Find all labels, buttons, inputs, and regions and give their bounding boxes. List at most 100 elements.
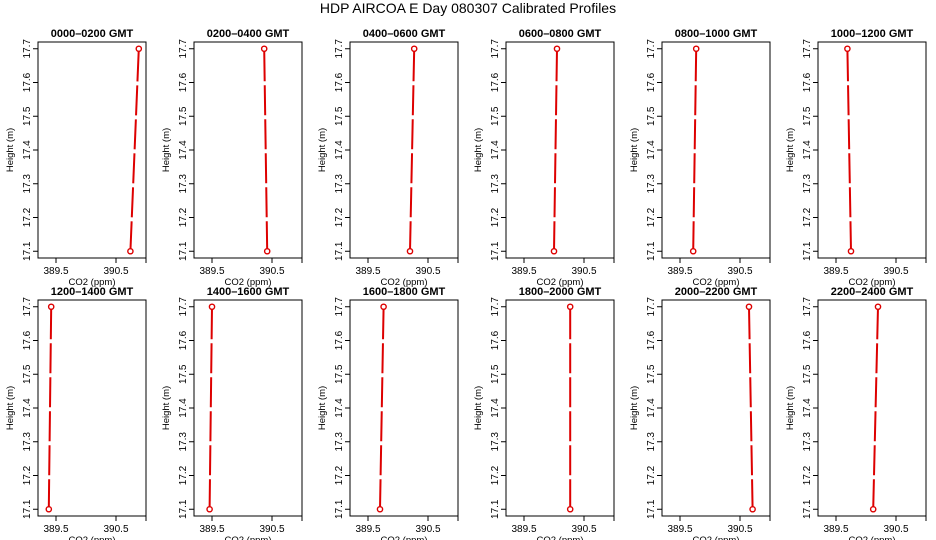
profile-line <box>129 48 140 252</box>
y-tick-label: 17.6 <box>22 330 33 350</box>
chart-panel: 2200–2400 GMT 17.1 17.2 17.3 17.4 17.5 17.6 17.… <box>785 286 927 540</box>
profile-point <box>553 45 561 53</box>
y-tick-label: 17.2 <box>490 207 501 227</box>
y-tick-label: 17.1 <box>178 499 189 519</box>
y-tick-label: 17.3 <box>490 432 501 452</box>
x-tick-label: 390.5 <box>883 266 908 277</box>
x-tick-label: 389.5 <box>823 266 848 277</box>
x-tick-label: 389.5 <box>667 524 692 535</box>
profile-point <box>206 505 213 513</box>
y-tick-label: 17.5 <box>802 364 813 384</box>
x-axis-label: CO2 (ppm) <box>381 535 428 540</box>
panel-title: 0600–0800 GMT <box>519 28 602 40</box>
panel-title: 1600–1800 GMT <box>363 286 446 298</box>
y-tick-label: 17.2 <box>334 465 345 485</box>
y-axis-label: Height (m) <box>629 386 640 430</box>
x-axis-label: CO2 (ppm) <box>537 277 584 288</box>
y-tick-label: 17.4 <box>802 140 813 160</box>
figure-title: HDP AIRCOA E Day 080307 Calibrated Profi… <box>320 0 616 16</box>
profile-point <box>208 303 216 311</box>
profile-point <box>376 505 384 513</box>
y-tick-label: 17.4 <box>646 140 657 160</box>
y-tick-label: 17.4 <box>334 140 345 160</box>
y-tick-label: 17.2 <box>490 465 501 485</box>
y-tick-label: 17.1 <box>802 241 813 261</box>
y-tick-label: 17.1 <box>22 499 33 519</box>
x-tick-label: 389.5 <box>355 266 380 277</box>
profile-line <box>553 48 558 252</box>
profile-line <box>409 48 416 252</box>
y-tick-label: 17.4 <box>178 398 189 418</box>
x-tick-label: 390.5 <box>415 524 440 535</box>
x-axis-label: CO2 (ppm) <box>849 535 896 540</box>
profile-point <box>127 247 134 255</box>
y-tick-label: 17.2 <box>22 465 33 485</box>
profile-point <box>410 45 418 53</box>
plot-frame <box>817 299 927 517</box>
y-tick-label: 17.2 <box>646 465 657 485</box>
panel-title: 2000–2200 GMT <box>675 286 758 298</box>
plot-frame <box>349 41 459 259</box>
y-tick-label: 17.6 <box>802 330 813 350</box>
y-tick-label: 17.5 <box>490 364 501 384</box>
profile-point <box>869 505 877 513</box>
chart-panel: 1400–1600 GMT 17.1 17.2 17.3 17.4 17.5 17.6 17.… <box>161 286 303 540</box>
x-axis-label: CO2 (ppm) <box>693 535 740 540</box>
y-tick-label: 17.2 <box>178 207 189 227</box>
chart-panel: 1600–1800 GMT 17.1 17.2 17.3 17.4 17.5 17.6 17.… <box>317 286 459 540</box>
panel-title: 1200–1400 GMT <box>51 286 134 298</box>
chart-panel: 0000–0200 GMT 17.1 17.2 17.3 17.4 17.5 17.6 17.… <box>5 28 147 288</box>
chart-panel: 0400–0600 GMT 17.1 17.2 17.3 17.4 17.5 17.6 17.… <box>317 28 459 288</box>
panel-title: 1400–1600 GMT <box>207 286 290 298</box>
x-axis-label: CO2 (ppm) <box>381 277 428 288</box>
plot-frame <box>817 41 927 259</box>
y-tick-label: 17.7 <box>490 39 501 59</box>
x-tick-label: 390.5 <box>415 266 440 277</box>
plot-frame <box>505 41 615 259</box>
y-tick-label: 17.1 <box>646 499 657 519</box>
x-tick-label: 389.5 <box>43 524 68 535</box>
profile-line <box>846 48 852 252</box>
profile-point <box>689 247 697 255</box>
x-tick-label: 390.5 <box>103 524 128 535</box>
x-axis-label: CO2 (ppm) <box>693 277 740 288</box>
y-tick-label: 17.5 <box>334 106 345 126</box>
plot-frame <box>505 299 615 517</box>
profile-point <box>847 247 855 255</box>
y-tick-label: 17.5 <box>178 106 189 126</box>
x-tick-label: 390.5 <box>727 524 752 535</box>
profile-point <box>380 303 387 311</box>
profile-point <box>844 45 851 53</box>
y-tick-label: 17.6 <box>334 72 345 92</box>
y-tick-label: 17.7 <box>334 39 345 59</box>
chart-panel: 2000–2200 GMT 17.1 17.2 17.3 17.4 17.5 17.6 17.… <box>629 286 771 540</box>
x-tick-label: 390.5 <box>571 266 596 277</box>
chart-panel: 1000–1200 GMT 17.1 17.2 17.3 17.4 17.5 17.6 17.… <box>785 28 927 288</box>
y-tick-label: 17.2 <box>646 207 657 227</box>
y-tick-label: 17.2 <box>802 465 813 485</box>
y-axis-label: Height (m) <box>317 128 328 172</box>
y-tick-label: 17.3 <box>646 174 657 194</box>
x-tick-label: 389.5 <box>823 524 848 535</box>
x-tick-label: 389.5 <box>511 524 536 535</box>
panel-title: 0400–0600 GMT <box>363 28 446 40</box>
x-tick-label: 390.5 <box>571 524 596 535</box>
y-axis-label: Height (m) <box>317 386 328 430</box>
y-tick-label: 17.5 <box>22 364 33 384</box>
x-tick-label: 390.5 <box>103 266 128 277</box>
y-axis-label: Height (m) <box>5 128 16 172</box>
panel-title: 0200–0400 GMT <box>207 28 290 40</box>
chart-panel: 1200–1400 GMT 17.1 17.2 17.3 17.4 17.5 17.6 17.… <box>5 286 147 540</box>
y-tick-label: 17.5 <box>178 364 189 384</box>
y-tick-label: 17.2 <box>178 465 189 485</box>
y-tick-label: 17.7 <box>22 39 33 59</box>
y-tick-label: 17.3 <box>490 174 501 194</box>
x-tick-label: 389.5 <box>667 266 692 277</box>
x-tick-label: 389.5 <box>43 266 68 277</box>
y-tick-label: 17.6 <box>22 72 33 92</box>
plot-frame <box>37 299 147 517</box>
chart-panel: 0600–0800 GMT 17.1 17.2 17.3 17.4 17.5 17.6 17.… <box>473 28 615 288</box>
y-tick-label: 17.7 <box>646 297 657 317</box>
x-tick-label: 390.5 <box>727 266 752 277</box>
profile-point <box>749 505 756 513</box>
